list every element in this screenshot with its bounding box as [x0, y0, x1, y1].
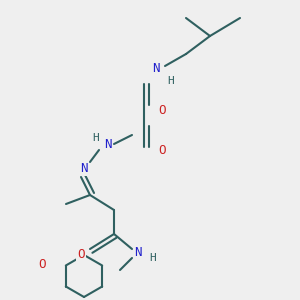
Text: N: N [80, 161, 88, 175]
Text: O: O [158, 143, 166, 157]
Text: N: N [152, 62, 160, 76]
Text: H: H [150, 253, 156, 263]
Text: N: N [104, 137, 112, 151]
Text: O: O [38, 257, 46, 271]
Text: H: H [93, 133, 99, 143]
Text: O: O [77, 248, 85, 262]
Text: H: H [168, 76, 174, 86]
Text: O: O [158, 104, 166, 118]
Text: N: N [134, 245, 142, 259]
